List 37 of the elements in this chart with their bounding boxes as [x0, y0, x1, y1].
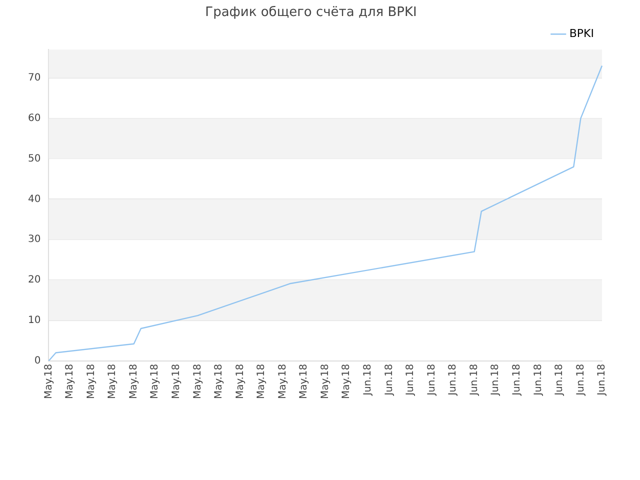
x-tick-label: Jun.18	[575, 364, 586, 396]
x-tick-label: Jun.18	[511, 364, 522, 396]
y-tick-label: 20	[28, 274, 41, 286]
x-tick-label: May.18	[170, 364, 182, 400]
x-tick-label: May.18	[150, 364, 161, 400]
x-tick-label: Jun.18	[596, 364, 608, 396]
x-tick-label: Jun.18	[426, 364, 438, 396]
x-tick-label: Jun.18	[532, 364, 544, 396]
x-tick-label: May.18	[214, 364, 225, 400]
x-tick-label: Jun.18	[554, 364, 566, 396]
y-tick-label: 60	[28, 112, 41, 124]
x-tick-label: May.18	[320, 364, 331, 400]
x-tick-label: Jun.18	[468, 364, 480, 396]
x-tick-label: May.18	[256, 364, 268, 400]
x-tick-label: May.18	[341, 364, 352, 400]
legend-label: BPKI	[569, 26, 594, 40]
x-tick-label: Jun.18	[490, 364, 502, 396]
x-tick-label: May.18	[277, 364, 288, 400]
x-tick-label: Jun.18	[405, 364, 416, 396]
y-tick-label: 50	[28, 153, 41, 164]
x-tick-label: May.18	[128, 364, 140, 400]
x-tick-label: Jun.18	[362, 364, 374, 396]
x-tick-label: May.18	[234, 364, 246, 400]
chart-title: График общего счёта для BPKI	[205, 5, 417, 20]
y-tick-label: 10	[28, 315, 41, 326]
x-tick-label: May.18	[43, 364, 54, 400]
y-tick-label: 40	[28, 194, 41, 205]
x-tick-label: May.18	[86, 364, 97, 400]
y-tick-label: 70	[28, 72, 41, 84]
x-tick-label: Jun.18	[448, 364, 459, 396]
x-tick-label: Jun.18	[384, 364, 395, 396]
x-tick-label: May.18	[298, 364, 310, 400]
y-tick-label: 0	[34, 355, 41, 366]
x-tick-label: May.18	[64, 364, 76, 400]
x-tick-label: May.18	[107, 364, 118, 400]
x-tick-label: May.18	[192, 364, 204, 400]
y-tick-label: 30	[28, 234, 41, 246]
